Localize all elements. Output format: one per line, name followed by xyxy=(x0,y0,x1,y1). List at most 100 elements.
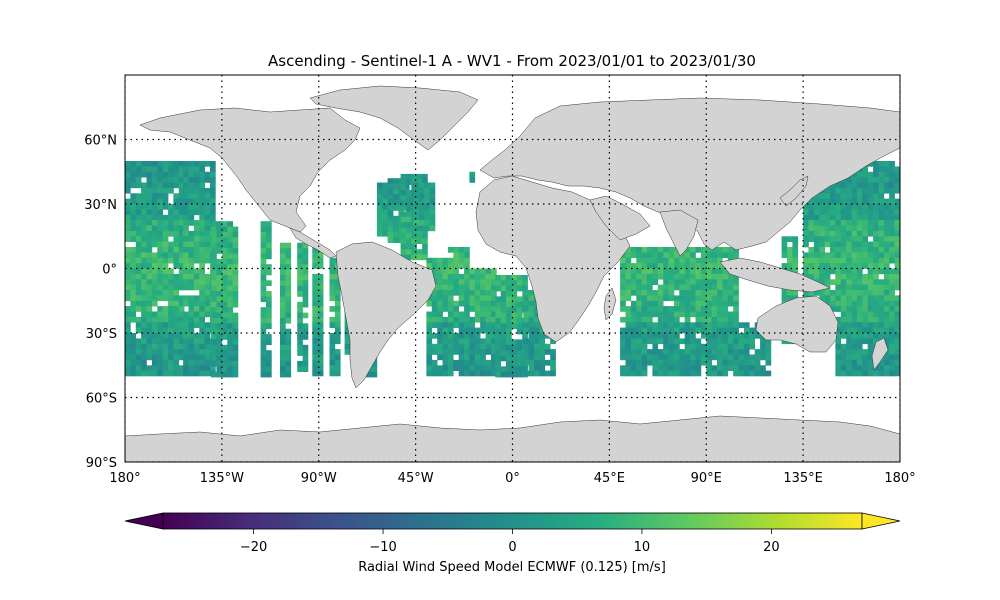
wind-pixel xyxy=(485,322,492,328)
wind-pixel xyxy=(146,300,153,307)
wind-pixel xyxy=(211,258,217,265)
wind-pixel xyxy=(146,311,153,318)
wind-pixel xyxy=(690,247,696,253)
wind-pixel xyxy=(429,182,436,189)
wind-data-layer xyxy=(125,161,900,378)
wind-pixel xyxy=(630,359,637,366)
wind-pixel xyxy=(695,370,702,377)
wind-pixel xyxy=(173,333,180,339)
swath xyxy=(495,275,528,378)
wind-pixel xyxy=(706,279,712,285)
wind-pixel xyxy=(539,354,546,361)
wind-pixel xyxy=(173,177,180,183)
wind-pixel xyxy=(280,344,286,351)
wind-pixel xyxy=(743,354,750,361)
wind-pixel xyxy=(183,273,189,280)
wind-pixel xyxy=(210,187,216,194)
wind-pixel xyxy=(883,306,890,312)
wind-pixel xyxy=(146,284,153,291)
wind-pixel xyxy=(873,209,879,216)
wind-pixel xyxy=(889,161,895,167)
wind-pixel xyxy=(178,236,185,242)
wind-pixel xyxy=(867,370,874,377)
wind-pixel xyxy=(135,370,142,377)
wind-pixel xyxy=(516,350,523,356)
wind-pixel xyxy=(625,263,632,269)
wind-pixel xyxy=(411,243,417,250)
wind-pixel xyxy=(700,327,707,334)
wind-pixel xyxy=(544,359,551,366)
wind-pixel xyxy=(856,252,863,259)
wind-pixel xyxy=(168,311,174,318)
wind-pixel xyxy=(516,307,523,313)
wind-pixel xyxy=(539,359,546,366)
wind-pixel xyxy=(178,241,185,248)
wind-pixel xyxy=(130,193,137,199)
wind-pixel xyxy=(830,236,836,242)
wind-pixel xyxy=(873,290,879,296)
wind-pixel xyxy=(193,333,200,339)
wind-pixel xyxy=(722,338,729,345)
wind-pixel xyxy=(193,338,200,345)
wind-pixel xyxy=(743,365,750,371)
wind-pixel xyxy=(700,311,707,318)
wind-pixel xyxy=(151,295,158,302)
wind-pixel xyxy=(141,343,147,350)
wind-pixel xyxy=(485,338,492,345)
wind-pixel xyxy=(835,370,842,377)
wind-pixel xyxy=(437,268,443,275)
wind-pixel xyxy=(125,166,131,173)
wind-pixel xyxy=(840,349,847,355)
wind-pixel xyxy=(469,300,476,307)
wind-pixel xyxy=(727,338,734,345)
wind-pixel xyxy=(280,371,286,378)
wind-pixel xyxy=(216,226,223,233)
wind-pixel xyxy=(625,284,632,291)
wind-pixel xyxy=(216,280,223,286)
wind-pixel xyxy=(464,354,470,361)
wind-pixel xyxy=(684,333,691,339)
wind-pixel xyxy=(453,290,459,296)
wind-pixel xyxy=(636,273,642,280)
wind-pixel xyxy=(889,198,895,205)
wind-pixel xyxy=(188,198,195,205)
wind-pixel xyxy=(873,166,879,173)
wind-pixel xyxy=(690,290,696,296)
wind-pixel xyxy=(873,273,879,280)
wind-pixel xyxy=(312,311,318,318)
wind-pixel xyxy=(760,343,766,350)
wind-pixel xyxy=(141,284,147,291)
wind-pixel xyxy=(344,327,351,334)
wind-pixel xyxy=(168,327,174,334)
wind-pixel xyxy=(722,354,729,361)
wind-pixel xyxy=(830,268,836,275)
wind-pixel xyxy=(168,204,174,210)
wind-pixel xyxy=(125,327,131,334)
wind-pixel xyxy=(188,338,195,345)
wind-pixel xyxy=(630,306,637,312)
wind-pixel xyxy=(193,343,200,350)
wind-pixel xyxy=(221,350,228,356)
wind-pixel xyxy=(867,252,874,259)
wind-pixel xyxy=(188,247,195,253)
wind-pixel xyxy=(534,311,540,318)
wind-pixel xyxy=(717,322,723,328)
wind-pixel xyxy=(511,307,518,313)
wind-pixel xyxy=(491,354,497,361)
wind-pixel xyxy=(636,252,642,259)
wind-pixel xyxy=(511,344,518,351)
wind-pixel xyxy=(641,268,648,275)
wind-pixel xyxy=(280,360,286,367)
wind-pixel xyxy=(647,284,653,291)
wind-pixel xyxy=(130,230,137,237)
wind-pixel xyxy=(878,241,885,248)
wind-pixel xyxy=(285,339,292,346)
wind-pixel xyxy=(474,273,481,280)
wind-pixel xyxy=(819,263,825,269)
wind-pixel xyxy=(889,343,895,350)
wind-pixel xyxy=(204,284,211,291)
wind-pixel xyxy=(722,268,729,275)
wind-pixel xyxy=(210,182,216,189)
wind-pixel xyxy=(437,354,443,361)
wind-pixel xyxy=(135,182,142,189)
